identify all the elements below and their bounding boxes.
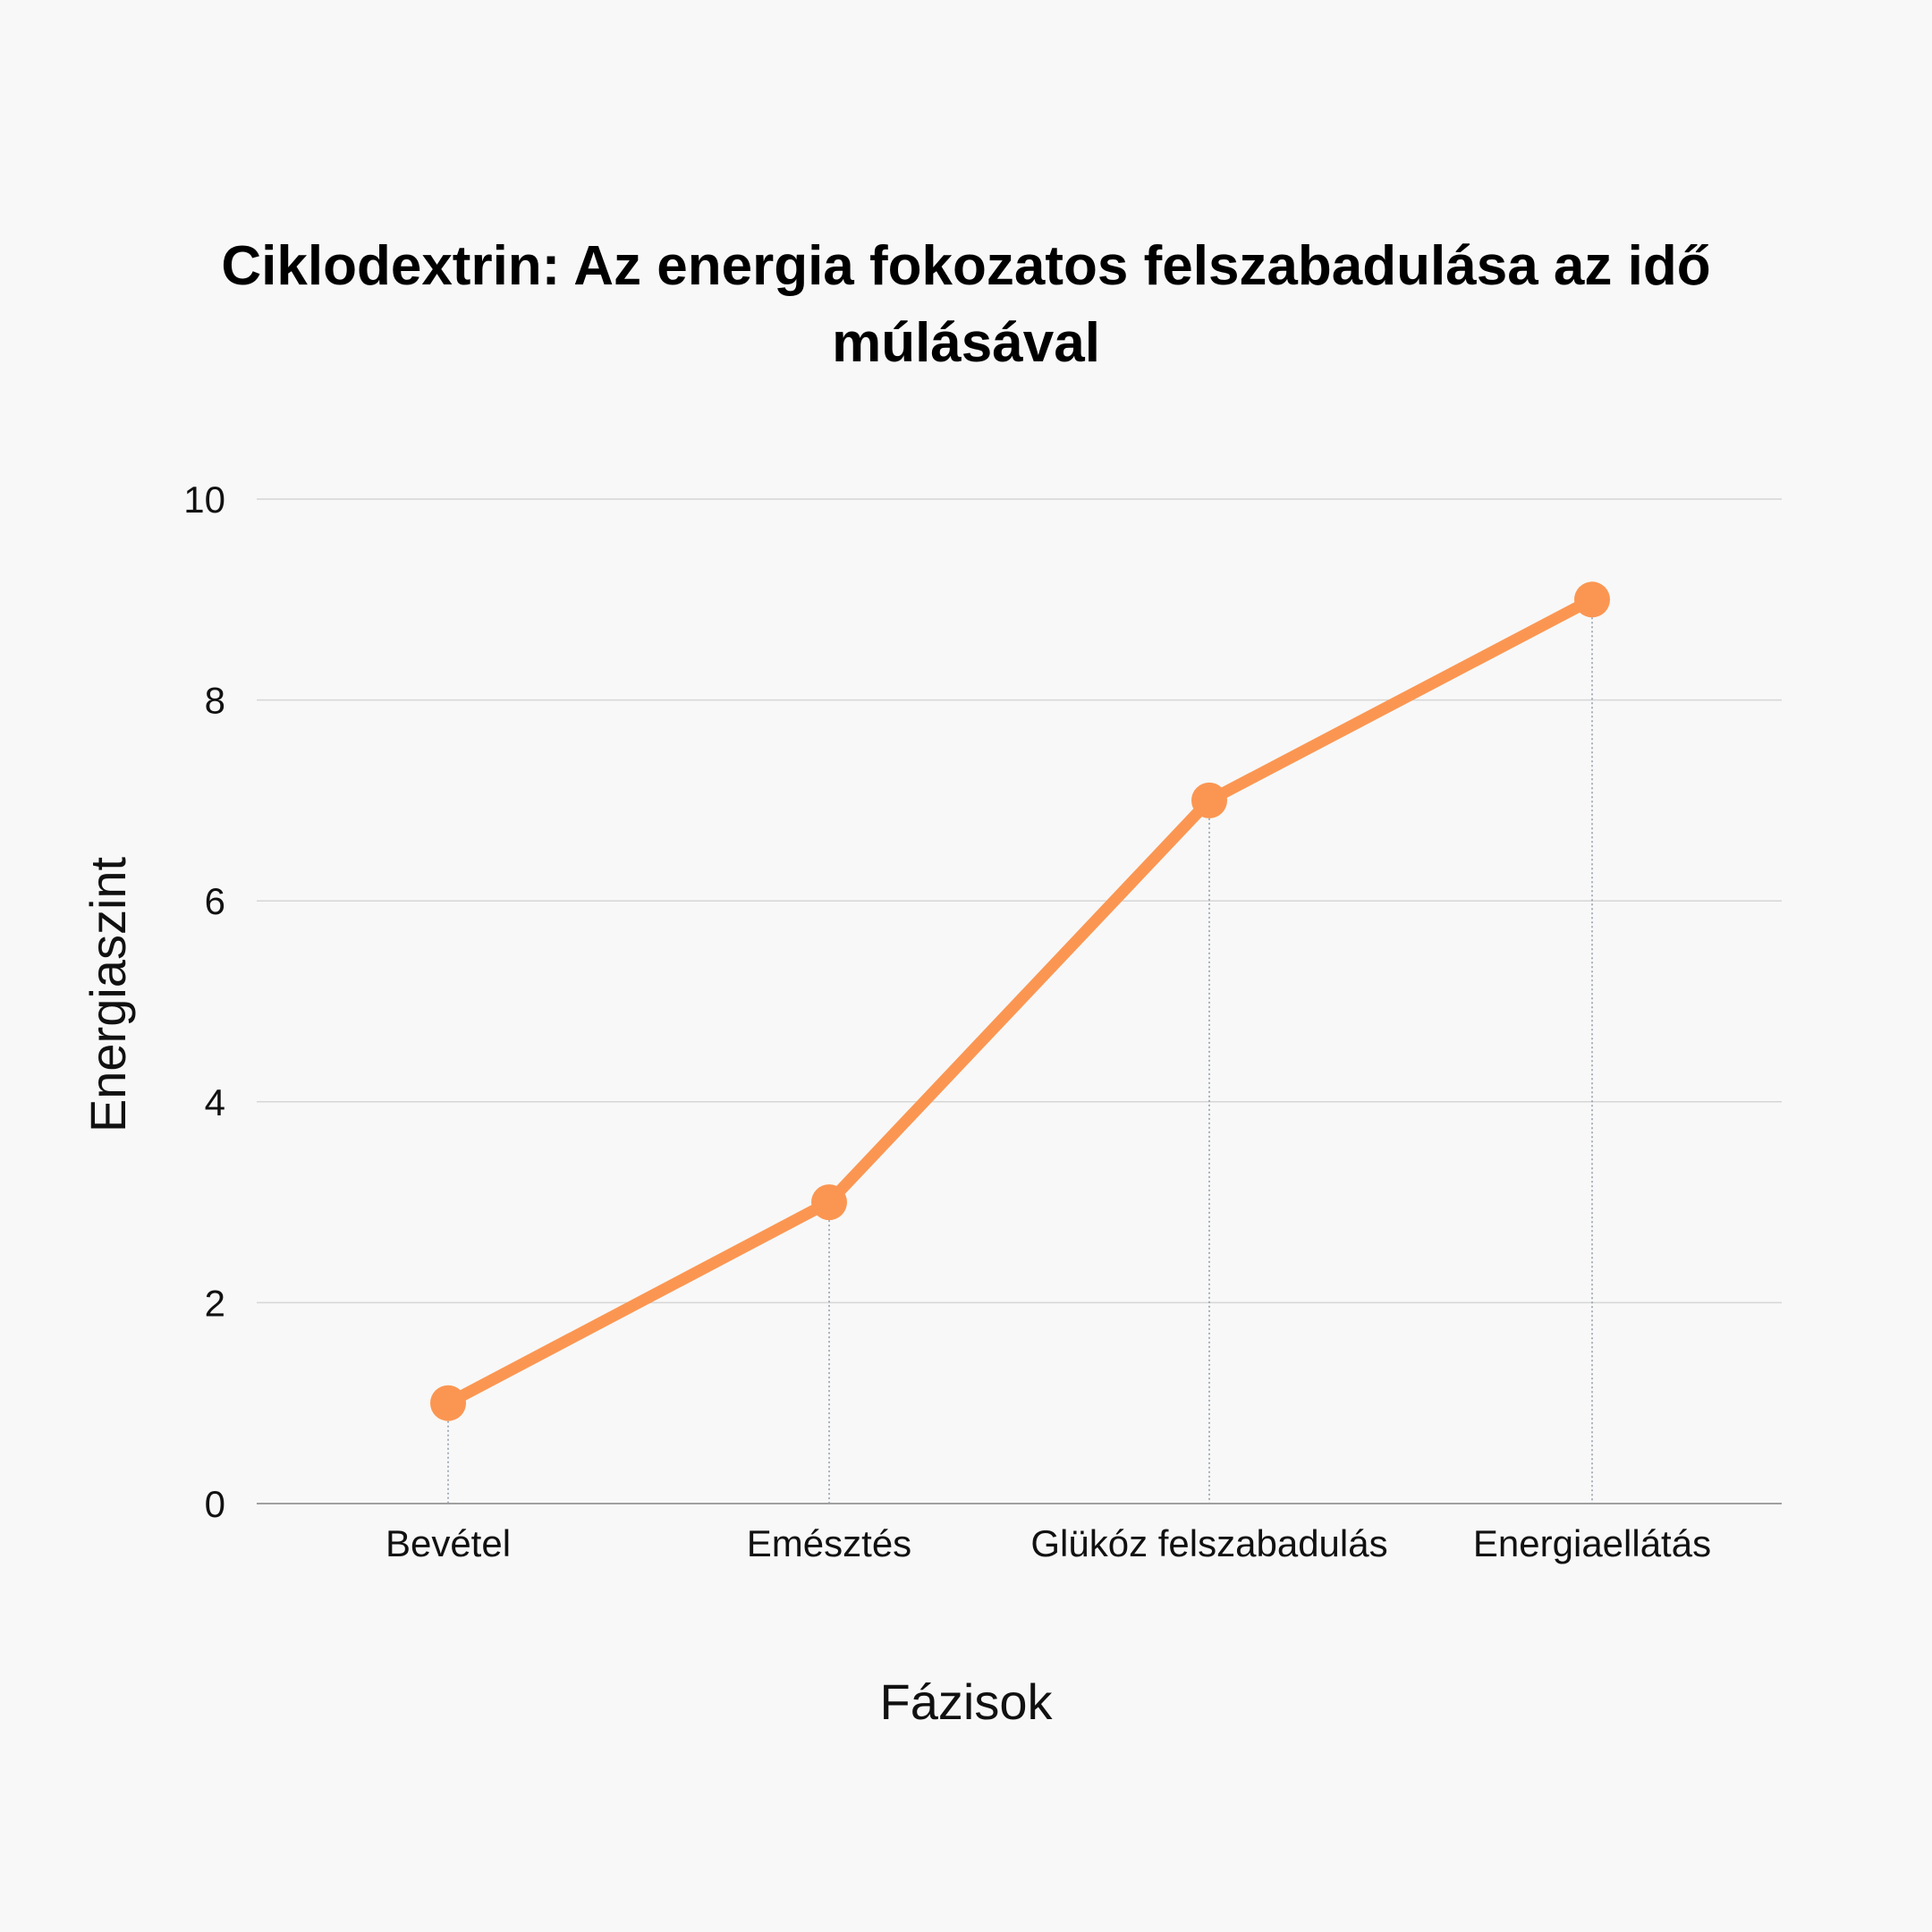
y-tick-label: 0 [205,1483,225,1525]
data-points [430,581,1610,1421]
x-tick-label: Bevétel [386,1522,511,1564]
data-point [1191,782,1227,818]
y-tick-label: 4 [205,1081,225,1123]
x-tick-label: Energiaellátás [1473,1522,1711,1564]
series-line [442,593,1598,1410]
grid-lines [257,498,1782,1304]
y-tick-label: 10 [183,479,225,521]
drop-lines [447,599,1593,1504]
x-axis-ticks: Bevétel Emésztés Glükóz felszabadulás Energ… [386,1522,1711,1564]
data-point [1574,581,1610,618]
data-point [811,1184,847,1221]
x-tick-label: Glükóz felszabadulás [1030,1522,1387,1564]
x-axis-title: Fázisok [880,1674,1054,1730]
y-tick-label: 2 [205,1282,225,1324]
chart-title: Ciklodextrin: Az energia fokozatos felsz… [221,235,1711,374]
data-point [430,1385,466,1421]
x-tick-label: Emésztés [747,1522,911,1564]
y-tick-label: 8 [205,680,225,722]
y-tick-label: 6 [205,880,225,922]
y-axis-title: Energiaszint [80,856,136,1132]
y-axis-ticks: 0 2 4 6 8 10 [183,479,225,1525]
